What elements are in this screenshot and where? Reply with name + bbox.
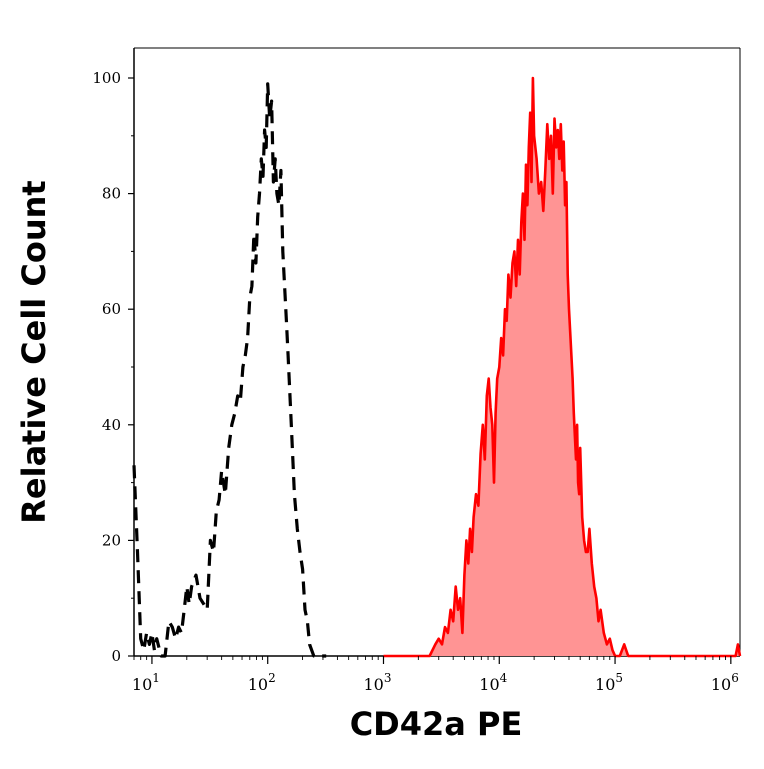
x-tick-label: 104 [479,671,507,694]
x-axis-title: CD42a PE [350,705,523,743]
series-1-fill [383,78,740,656]
y-tick-label: 60 [102,300,121,318]
x-tick-label: 101 [132,671,160,694]
y-tick-label: 20 [102,531,121,549]
x-tick-label: 105 [595,671,623,694]
x-tick-label: 103 [363,671,391,694]
y-axis-title: Relative Cell Count [15,180,53,523]
y-tick-label: 0 [111,647,121,665]
axes-group [133,47,741,657]
y-tick-label: 80 [102,185,121,203]
x-tick-label: 102 [248,671,276,694]
x-tick-label: 106 [711,671,739,694]
y-tick-label: 100 [92,69,121,87]
series-0-line [132,82,327,658]
ticks-group: 0 20 40 60 80 100 101 102 103 104 105 106 [92,69,738,694]
series-group [132,76,742,658]
series-1-line [383,76,742,658]
y-tick-label: 40 [102,416,121,434]
